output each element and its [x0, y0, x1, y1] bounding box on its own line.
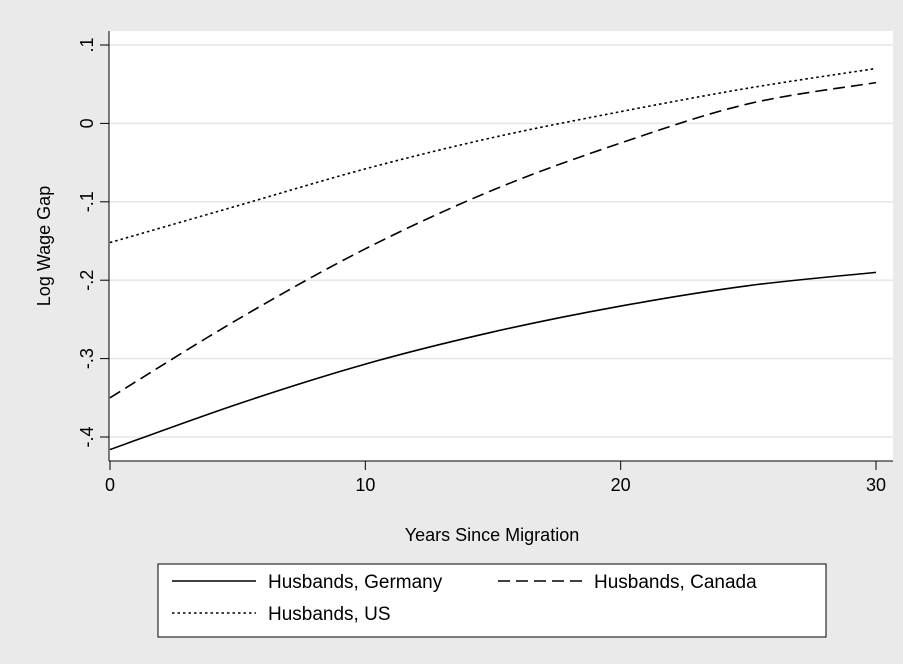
y-axis-title: Log Wage Gap	[34, 186, 54, 306]
grid-lines	[109, 44, 893, 438]
legend-box	[157, 563, 827, 638]
y-tick-label: -.2	[77, 270, 97, 291]
y-tick-label: 0	[77, 118, 97, 128]
legend-label-3: Husbands, US	[268, 604, 391, 625]
series-lines	[109, 67, 877, 451]
x-axis-title: Years Since Migration	[405, 525, 579, 545]
legend: Husbands, Germany Husbands, Canada Husband…	[157, 563, 827, 638]
series-line-3	[109, 67, 877, 244]
y-tick-label: -.3	[77, 348, 97, 369]
series-line-2	[109, 81, 877, 399]
legend-label-2: Husbands, Canada	[594, 572, 757, 593]
series-line-1	[109, 271, 877, 451]
plot-area-background	[109, 31, 893, 461]
x-axis: 0 10 20 30	[105, 460, 893, 495]
x-tick-label: 10	[355, 475, 375, 495]
y-tick-label: -.4	[77, 426, 97, 447]
x-tick-label: 0	[105, 475, 115, 495]
y-tick-label: .1	[77, 37, 97, 52]
y-tick-label: -.1	[77, 191, 97, 212]
legend-label-1: Husbands, Germany	[268, 572, 443, 593]
x-tick-label: 20	[611, 475, 631, 495]
y-axis: -.4 -.3 -.2 -.1 0 .1	[77, 31, 110, 461]
x-tick-label: 30	[866, 475, 886, 495]
